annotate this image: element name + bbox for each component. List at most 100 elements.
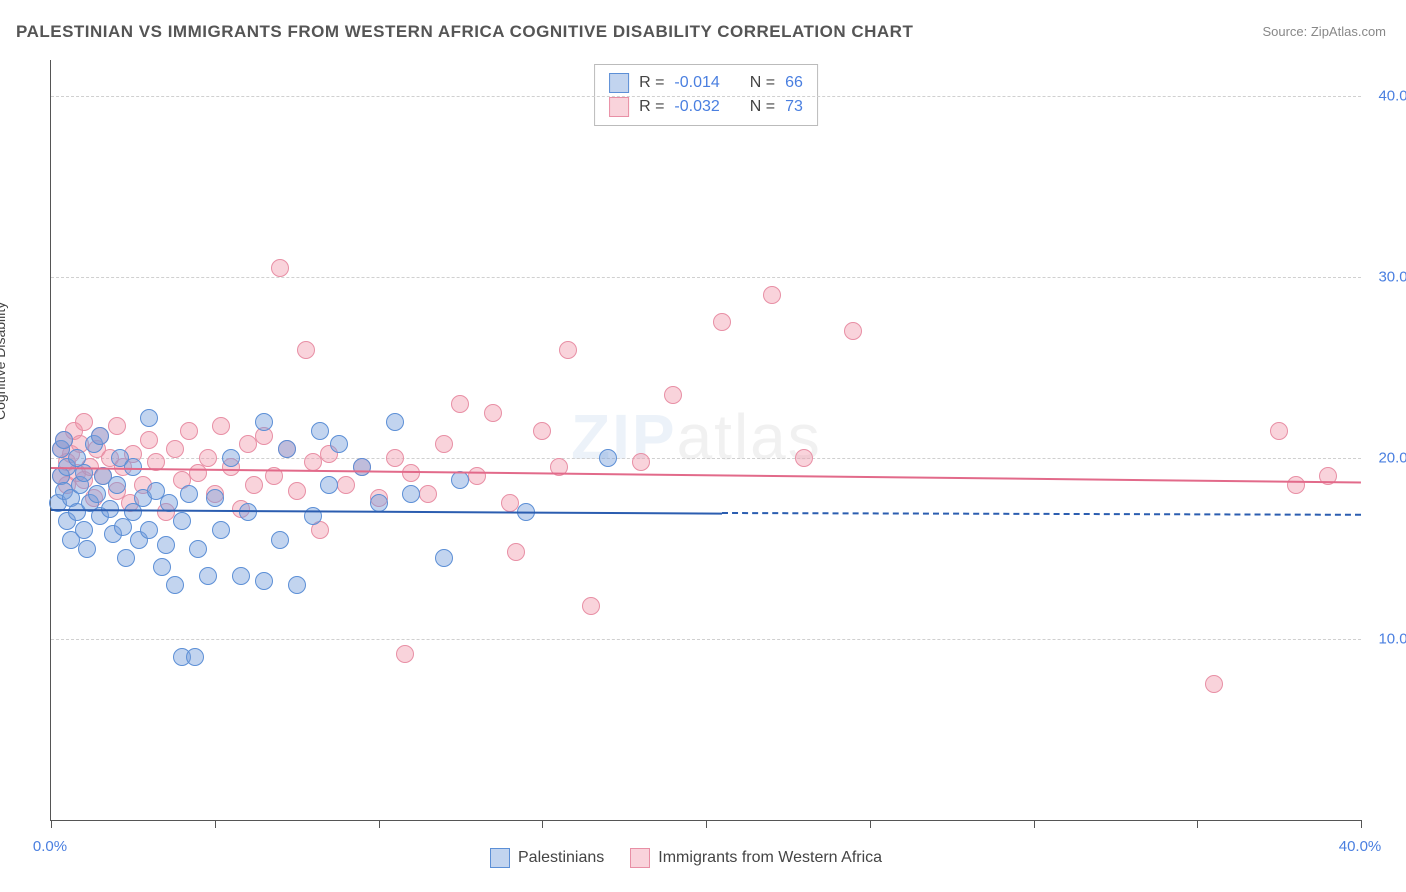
- data-point-a: [140, 409, 158, 427]
- data-point-b: [419, 485, 437, 503]
- stats-legend: R = -0.014 N = 66 R = -0.032 N = 73: [594, 64, 818, 126]
- trend-line: [51, 509, 722, 515]
- data-point-a: [88, 485, 106, 503]
- gridline: [51, 96, 1361, 97]
- data-point-b: [271, 259, 289, 277]
- data-point-a: [278, 440, 296, 458]
- data-point-a: [330, 435, 348, 453]
- data-point-b: [632, 453, 650, 471]
- data-point-a: [271, 531, 289, 549]
- data-point-a: [311, 422, 329, 440]
- data-point-b: [844, 322, 862, 340]
- data-point-b: [140, 431, 158, 449]
- data-point-a: [353, 458, 371, 476]
- data-point-b: [468, 467, 486, 485]
- x-tick: [1361, 820, 1362, 828]
- gridline: [51, 277, 1361, 278]
- data-point-b: [245, 476, 263, 494]
- trend-line: [722, 512, 1361, 516]
- x-tick: [1197, 820, 1198, 828]
- data-point-b: [199, 449, 217, 467]
- n-prefix: N =: [750, 98, 775, 116]
- data-point-b: [501, 494, 519, 512]
- source-attribution: Source: ZipAtlas.com: [1262, 24, 1386, 39]
- data-point-a: [78, 540, 96, 558]
- data-point-b: [304, 453, 322, 471]
- data-point-a: [212, 521, 230, 539]
- data-point-b: [396, 645, 414, 663]
- data-point-a: [157, 536, 175, 554]
- data-point-b: [435, 435, 453, 453]
- series-legend: Palestinians Immigrants from Western Afr…: [490, 848, 882, 868]
- data-point-a: [435, 549, 453, 567]
- data-point-a: [75, 464, 93, 482]
- legend-item-b: Immigrants from Western Africa: [630, 848, 882, 868]
- stats-row-a: R = -0.014 N = 66: [609, 71, 803, 95]
- data-point-a: [370, 494, 388, 512]
- data-point-b: [180, 422, 198, 440]
- n-value-a: 66: [785, 74, 803, 92]
- data-point-b: [1270, 422, 1288, 440]
- data-point-a: [206, 489, 224, 507]
- watermark-zip: ZIP: [571, 401, 677, 473]
- y-tick-label: 20.0%: [1378, 450, 1406, 467]
- data-point-b: [451, 395, 469, 413]
- x-tick: [215, 820, 216, 828]
- data-point-a: [140, 521, 158, 539]
- data-point-a: [180, 485, 198, 503]
- r-prefix: R =: [639, 74, 664, 92]
- gridline: [51, 639, 1361, 640]
- x-tick-label: 40.0%: [1339, 838, 1382, 855]
- data-point-b: [297, 341, 315, 359]
- data-point-a: [117, 549, 135, 567]
- data-point-b: [108, 417, 126, 435]
- y-tick-label: 10.0%: [1378, 631, 1406, 648]
- x-tick: [870, 820, 871, 828]
- data-point-b: [507, 543, 525, 561]
- swatch-b-bottom: [630, 848, 650, 868]
- n-prefix: N =: [750, 74, 775, 92]
- r-prefix: R =: [639, 98, 664, 116]
- data-point-b: [1205, 675, 1223, 693]
- data-point-a: [153, 558, 171, 576]
- data-point-a: [75, 521, 93, 539]
- data-point-a: [386, 413, 404, 431]
- data-point-b: [337, 476, 355, 494]
- data-point-a: [232, 567, 250, 585]
- data-point-b: [75, 413, 93, 431]
- data-point-a: [320, 476, 338, 494]
- data-point-a: [288, 576, 306, 594]
- legend-label-b: Immigrants from Western Africa: [658, 849, 882, 867]
- data-point-a: [199, 567, 217, 585]
- x-tick: [706, 820, 707, 828]
- r-value-a: -0.014: [674, 74, 719, 92]
- data-point-b: [386, 449, 404, 467]
- n-value-b: 73: [785, 98, 803, 116]
- data-point-a: [55, 431, 73, 449]
- data-point-a: [239, 503, 257, 521]
- data-point-a: [186, 648, 204, 666]
- data-point-b: [239, 435, 257, 453]
- data-point-a: [108, 476, 126, 494]
- data-point-a: [222, 449, 240, 467]
- data-point-b: [288, 482, 306, 500]
- y-tick-label: 30.0%: [1378, 269, 1406, 286]
- data-point-b: [763, 286, 781, 304]
- swatch-b: [609, 97, 629, 117]
- legend-item-a: Palestinians: [490, 848, 604, 868]
- data-point-b: [559, 341, 577, 359]
- x-tick: [542, 820, 543, 828]
- x-tick-label: 0.0%: [33, 838, 67, 855]
- data-point-b: [533, 422, 551, 440]
- x-tick: [379, 820, 380, 828]
- data-point-b: [795, 449, 813, 467]
- data-point-a: [166, 576, 184, 594]
- data-point-b: [166, 440, 184, 458]
- r-value-b: -0.032: [674, 98, 719, 116]
- chart-container: PALESTINIAN VS IMMIGRANTS FROM WESTERN A…: [0, 0, 1406, 892]
- data-point-a: [173, 512, 191, 530]
- legend-label-a: Palestinians: [518, 849, 604, 867]
- data-point-a: [255, 413, 273, 431]
- data-point-a: [91, 427, 109, 445]
- data-point-b: [212, 417, 230, 435]
